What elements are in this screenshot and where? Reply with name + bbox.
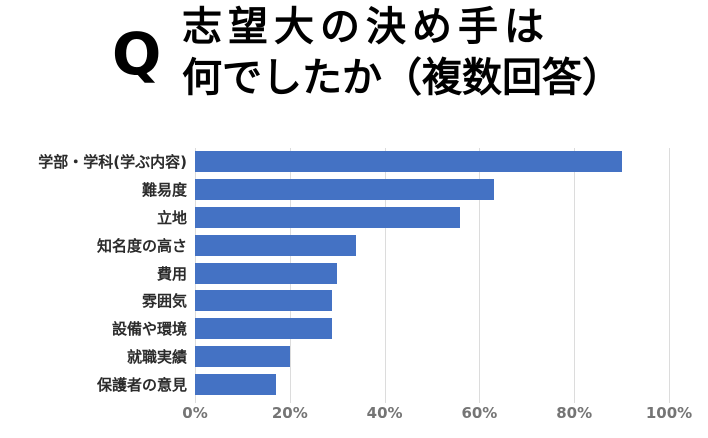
category-label: 保護者の意見	[96, 375, 187, 394]
bar-row	[195, 176, 669, 204]
category-label: 学部・学科(学ぶ内容)	[38, 153, 187, 172]
x-tick-label: 20%	[271, 404, 308, 422]
x-tick-label: 80%	[556, 404, 593, 422]
category-label: 難易度	[141, 181, 187, 200]
bar	[195, 234, 357, 256]
bar-row	[195, 315, 669, 343]
plot-area	[195, 148, 670, 403]
bar	[195, 206, 461, 228]
bar-row	[195, 148, 669, 176]
bar	[195, 262, 338, 284]
bar-row	[195, 231, 669, 259]
chart-title: 志望大の決め手は 何でしたか（複数回答）	[182, 2, 622, 104]
category-label: 費用	[156, 264, 187, 283]
title-line-1: 志望大の決め手は	[182, 4, 550, 50]
bar-rows	[195, 148, 669, 398]
bar-row	[195, 259, 669, 287]
bar	[195, 373, 276, 395]
bar-row	[195, 204, 669, 232]
bar	[195, 151, 622, 173]
category-label: 知名度の高さ	[96, 236, 187, 255]
gridline	[574, 148, 576, 403]
bar	[195, 290, 333, 312]
gridline	[669, 148, 670, 403]
bar-row	[195, 287, 669, 315]
question-q-label: Q	[112, 20, 162, 88]
bar	[195, 179, 494, 201]
gridline	[384, 148, 386, 403]
bar-row	[195, 370, 669, 398]
bar	[195, 318, 333, 340]
title-line-2: 何でしたか（複数回答）	[182, 55, 622, 101]
x-tick-label: 40%	[366, 404, 403, 422]
gridline	[479, 148, 481, 403]
category-label: 立地	[156, 208, 187, 227]
category-label: 設備や環境	[111, 320, 187, 339]
category-axis: 学部・学科(学ぶ内容) 難易度立地知名度の高さ費用雰囲気設備や環境就職実績保護者の…	[0, 148, 187, 398]
x-tick-label: 60%	[461, 404, 498, 422]
x-tick-label: 100%	[645, 404, 693, 422]
bar-row	[195, 342, 669, 370]
category-label: 雰囲気	[141, 292, 187, 311]
bar	[195, 345, 290, 367]
x-tick-label: 0%	[182, 404, 208, 422]
category-label: 就職実績	[126, 347, 187, 366]
